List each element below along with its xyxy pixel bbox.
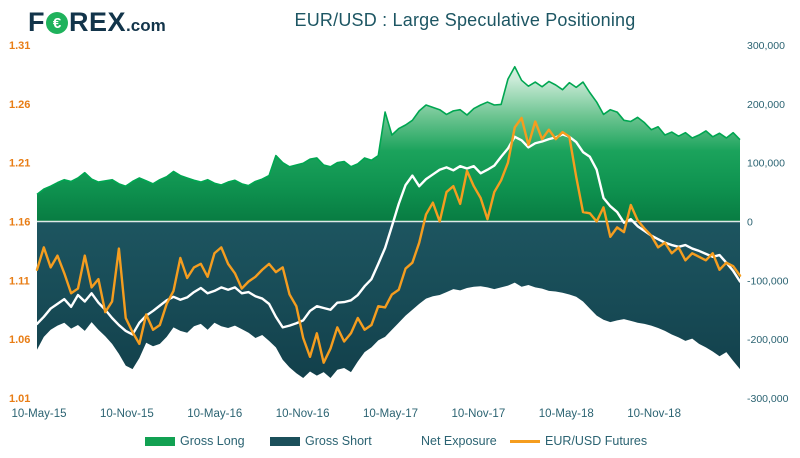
gross-long-area (37, 66, 740, 222)
price-axis-tick: 1.31 (9, 40, 30, 52)
date-axis-tick: 10-Nov-16 (276, 408, 330, 420)
price-axis-tick: 1.11 (9, 275, 30, 287)
legend-label: Net Exposure (421, 434, 497, 448)
date-axis-tick: 10-May-17 (363, 408, 418, 420)
contracts-axis-tick: -300,000 (747, 393, 789, 405)
contracts-axis-tick: 200,000 (747, 99, 785, 111)
logo-text-rex: REX (69, 6, 127, 37)
legend-swatch-green-area (145, 436, 175, 446)
chart-title: EUR/USD : Large Speculative Positioning (294, 10, 636, 30)
date-axis-tick: 10-May-16 (187, 408, 242, 420)
net-exposure-line (35, 133, 742, 336)
contracts-axis-tick: 300,000 (747, 40, 785, 52)
price-axis-tick: 1.01 (9, 393, 30, 405)
date-axis-tick: 10-May-18 (539, 408, 594, 420)
forex-com-logo: F € REX .com (28, 6, 166, 38)
gross-long-outline (36, 65, 741, 196)
contracts-axis-tick: -200,000 (747, 334, 789, 346)
date-axis-tick: 10-May-15 (12, 408, 67, 420)
contracts-axis-tick: -100,000 (747, 275, 789, 287)
eurusd-futures-line (35, 116, 742, 364)
legend-item-gross-short: Gross Short (270, 431, 372, 451)
date-axis-tick: 10-Nov-18 (627, 408, 681, 420)
legend-item-gross-long: Gross Long (145, 431, 245, 451)
legend-label: Gross Long (180, 434, 245, 448)
price-axis-tick: 1.16 (9, 217, 30, 229)
legend-label: Gross Short (305, 434, 372, 448)
legend-swatch-orange-line (510, 439, 540, 443)
logo-text-dotcom: .com (126, 15, 166, 35)
price-axis-tick: 1.06 (9, 334, 30, 346)
legend-swatch-teal-area (270, 436, 300, 446)
contracts-axis-tick: 100,000 (747, 158, 785, 170)
date-axis-tick: 10-Nov-17 (452, 408, 506, 420)
price-axis-tick: 1.26 (9, 99, 30, 111)
logo-euro-circle-icon: € (46, 12, 68, 34)
contracts-axis-tick: 0 (747, 217, 753, 229)
legend-swatch-white-line (386, 439, 416, 443)
chart-legend: Gross Long Gross Short Net Exposure EUR/USD… (0, 431, 800, 453)
logo-text-f: F (28, 6, 45, 37)
date-axis-tick: 10-Nov-15 (100, 408, 154, 420)
legend-item-eur-usd-futures: EUR/USD Futures (510, 431, 647, 451)
legend-item-net-exposure: Net Exposure (386, 431, 497, 451)
price-axis-tick: 1.21 (9, 158, 30, 170)
legend-label: EUR/USD Futures (545, 434, 648, 448)
